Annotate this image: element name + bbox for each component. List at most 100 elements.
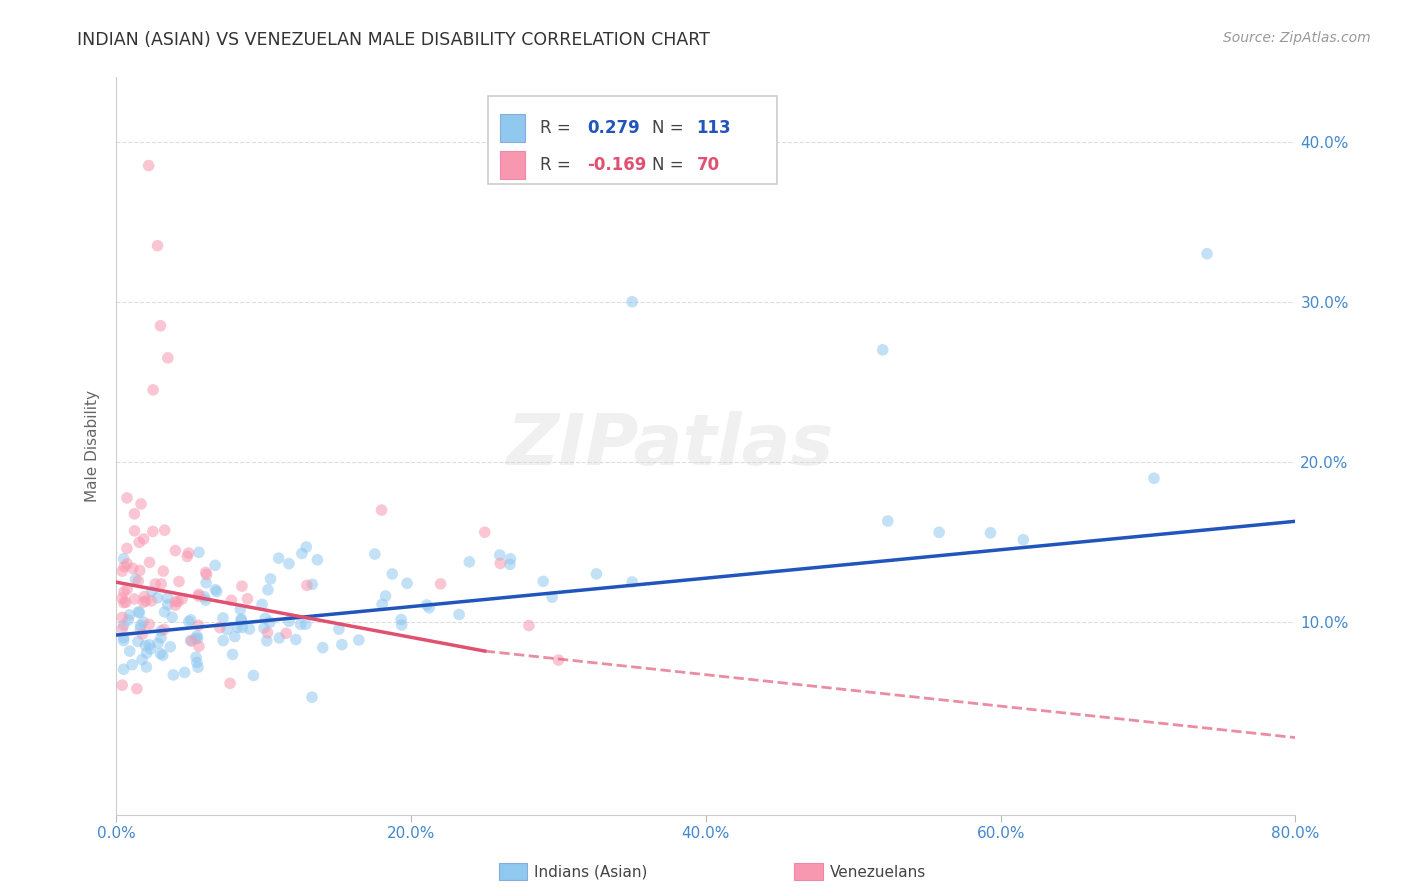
Point: [139, 641, 162, 656]
Point: [142, 383, 165, 397]
Point: [259, 615, 281, 629]
Point: [195, 567, 218, 582]
Point: [547, 653, 569, 667]
Point: [278, 615, 301, 629]
Point: [221, 593, 243, 607]
Point: [257, 582, 280, 597]
Point: [111, 622, 134, 636]
Point: [328, 622, 350, 636]
Point: [111, 678, 134, 692]
Point: [231, 612, 253, 626]
Point: [217, 623, 239, 637]
Point: [212, 611, 235, 625]
Text: Venezuelans: Venezuelans: [830, 865, 925, 880]
Point: [180, 613, 202, 627]
Point: [118, 644, 141, 658]
Point: [152, 648, 174, 663]
Point: [254, 611, 277, 625]
Point: [138, 555, 160, 569]
Point: [541, 591, 564, 605]
Point: [396, 576, 419, 591]
Point: [330, 638, 353, 652]
Point: [173, 665, 195, 680]
Point: [229, 602, 252, 616]
Point: [132, 595, 155, 609]
Point: [1195, 246, 1218, 260]
Point: [153, 523, 176, 537]
Point: [156, 591, 179, 605]
Point: [111, 591, 134, 606]
Point: [156, 351, 179, 365]
Point: [458, 555, 481, 569]
Point: [231, 614, 253, 628]
Text: 0.279: 0.279: [586, 119, 640, 136]
Point: [194, 566, 217, 580]
Point: [149, 631, 172, 645]
Point: [128, 563, 150, 577]
Point: [117, 613, 139, 627]
Point: [184, 632, 207, 646]
Point: [165, 598, 187, 612]
Point: [585, 566, 607, 581]
Point: [253, 621, 276, 635]
Point: [204, 582, 226, 597]
Point: [187, 660, 209, 674]
Point: [177, 546, 200, 560]
Point: [138, 617, 160, 632]
Point: [115, 491, 138, 505]
Point: [129, 618, 152, 632]
Point: [256, 633, 278, 648]
Point: [132, 532, 155, 546]
Point: [124, 592, 146, 607]
Point: [418, 600, 440, 615]
Point: [416, 598, 439, 612]
Point: [112, 585, 135, 599]
Point: [187, 632, 209, 646]
Text: R =: R =: [540, 156, 581, 174]
Point: [193, 590, 215, 604]
Point: [499, 551, 522, 566]
Point: [156, 598, 179, 612]
Text: N =: N =: [651, 156, 689, 174]
Point: [142, 524, 165, 539]
Point: [374, 589, 396, 603]
Point: [167, 574, 190, 589]
Point: [167, 595, 190, 609]
Point: [290, 617, 312, 632]
Point: [269, 631, 291, 645]
Point: [259, 572, 281, 586]
Point: [160, 610, 183, 624]
Point: [127, 605, 149, 619]
Point: [621, 574, 644, 589]
Point: [129, 497, 152, 511]
Text: N =: N =: [651, 119, 689, 136]
Point: [231, 579, 253, 593]
Point: [112, 631, 135, 645]
Point: [295, 617, 318, 632]
Point: [449, 607, 471, 622]
Point: [187, 545, 209, 559]
Point: [124, 524, 146, 538]
Point: [488, 548, 510, 562]
Point: [517, 618, 540, 632]
Point: [111, 610, 134, 624]
Point: [132, 615, 155, 629]
Point: [242, 668, 264, 682]
Point: [129, 622, 152, 636]
Point: [195, 575, 218, 590]
Point: [277, 557, 299, 571]
Point: [187, 640, 209, 654]
Text: Indians (Asian): Indians (Asian): [534, 865, 648, 880]
Point: [389, 613, 412, 627]
Point: [224, 630, 246, 644]
Point: [364, 547, 387, 561]
Point: [238, 622, 260, 636]
Point: [141, 584, 163, 599]
FancyBboxPatch shape: [499, 151, 526, 179]
Text: 113: 113: [696, 119, 731, 136]
Point: [307, 553, 329, 567]
Point: [489, 557, 512, 571]
Point: [267, 551, 290, 566]
Point: [1143, 471, 1166, 485]
Point: [165, 595, 187, 609]
